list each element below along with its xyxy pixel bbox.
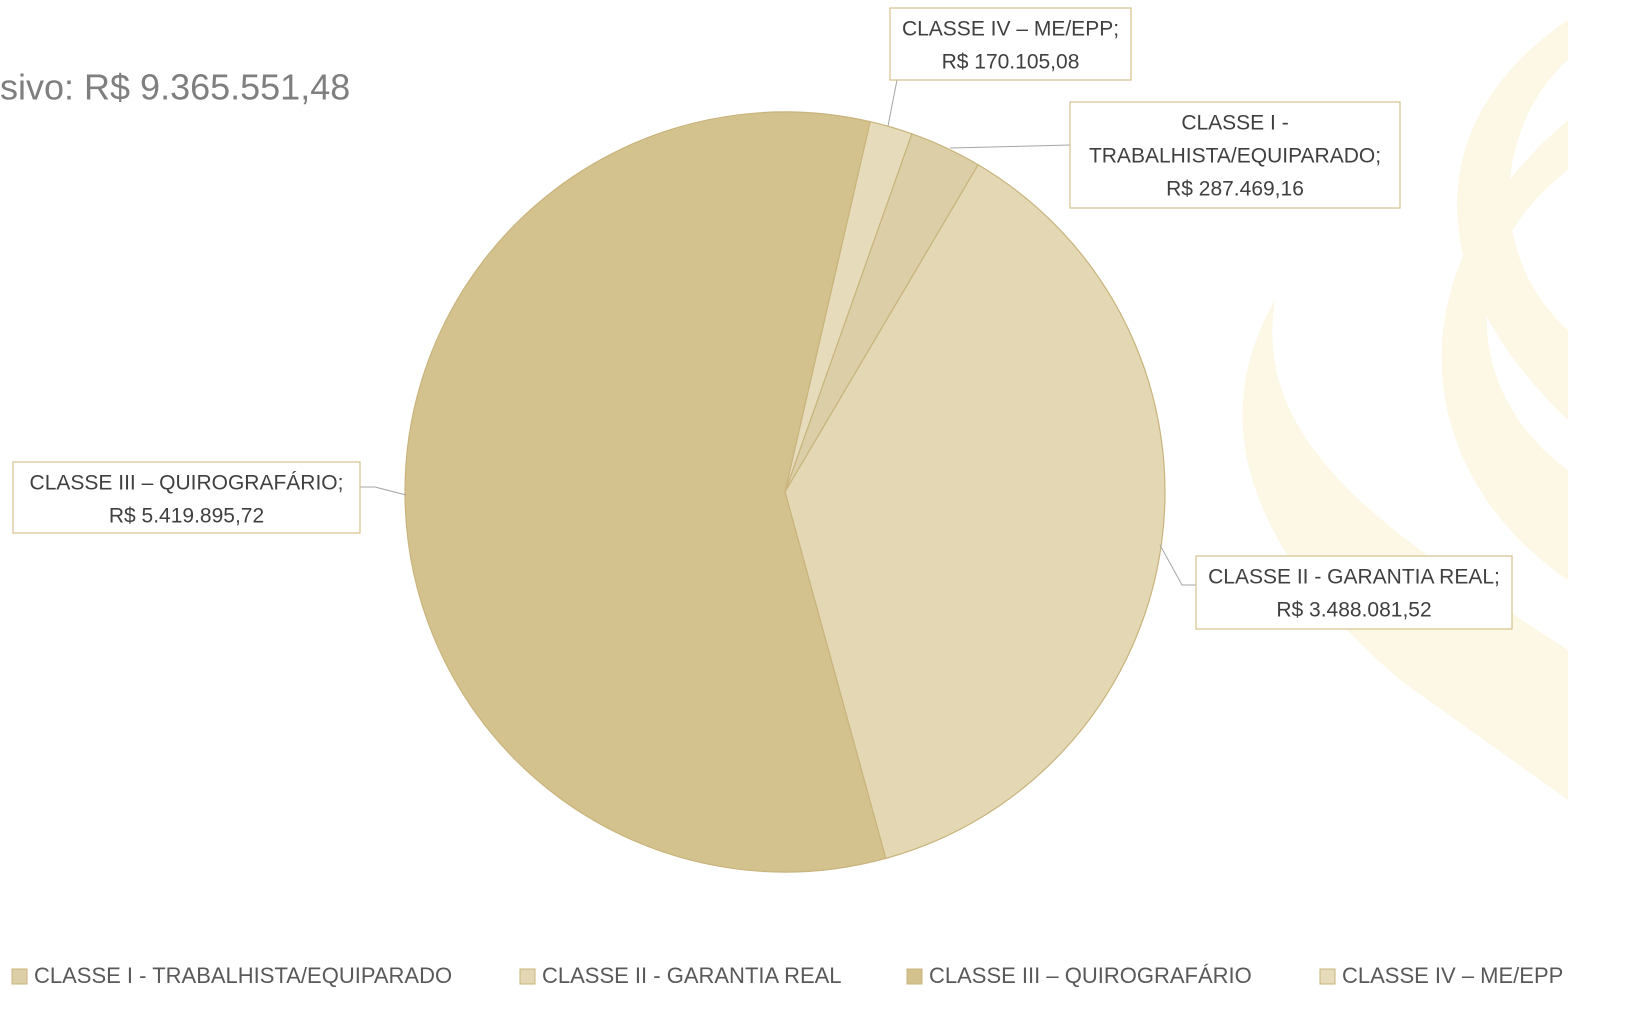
legend-swatch	[907, 969, 922, 984]
legend-swatch	[12, 969, 27, 984]
legend-label: CLASSE II - GARANTIA REAL	[542, 963, 842, 988]
leader-line	[888, 80, 897, 126]
legend-swatch	[1320, 969, 1335, 984]
data-label-value: R$ 3.488.081,52	[1276, 599, 1431, 622]
chart-title: sivo: R$ 9.365.551,48	[0, 67, 350, 108]
leader-line	[950, 145, 1070, 148]
legend-label: CLASSE I - TRABALHISTA/EQUIPARADO	[34, 963, 452, 988]
leader-line	[1160, 545, 1196, 585]
data-label-name: CLASSE IV – ME/EPP;	[902, 18, 1119, 41]
legend-label: CLASSE IV – ME/EPP	[1342, 963, 1563, 988]
data-label-name: CLASSE III – QUIROGRAFÁRIO;	[30, 472, 344, 495]
data-label-value: R$ 170.105,08	[942, 51, 1080, 74]
data-label-value: R$ 5.419.895,72	[109, 505, 264, 528]
legend-swatch	[520, 969, 535, 984]
leader-line	[360, 487, 406, 495]
chart: sivo: R$ 9.365.551,48 CLASSE I - TRABALHI…	[0, 0, 1630, 1031]
legend-label: CLASSE III – QUIROGRAFÁRIO	[929, 963, 1252, 988]
data-label-name: CLASSE II - GARANTIA REAL;	[1208, 566, 1500, 589]
data-label-name: CLASSE I -	[1181, 112, 1288, 135]
data-label-name: TRABALHISTA/EQUIPARADO;	[1089, 145, 1381, 168]
data-label-value: R$ 287.469,16	[1166, 178, 1304, 201]
